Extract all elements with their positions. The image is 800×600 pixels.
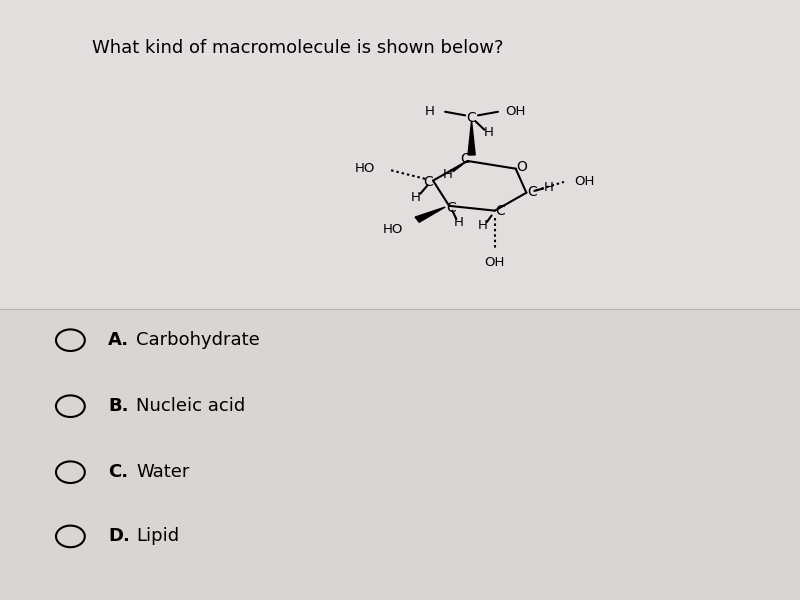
Text: H: H	[454, 216, 464, 229]
Text: C: C	[423, 175, 433, 189]
Text: OH: OH	[574, 175, 595, 188]
Text: What kind of macromolecule is shown below?: What kind of macromolecule is shown belo…	[92, 39, 503, 57]
Text: HO: HO	[355, 162, 375, 175]
Text: OH: OH	[485, 256, 505, 269]
Text: C: C	[466, 111, 477, 125]
Text: A.: A.	[108, 331, 129, 349]
Text: OH: OH	[506, 105, 526, 118]
Text: D.: D.	[108, 527, 130, 545]
Text: Lipid: Lipid	[136, 527, 179, 545]
Text: C: C	[446, 200, 456, 215]
Text: C: C	[527, 185, 537, 199]
Text: Nucleic acid: Nucleic acid	[136, 397, 246, 415]
Text: Carbohydrate: Carbohydrate	[136, 331, 260, 349]
Text: Water: Water	[136, 463, 190, 481]
Text: H: H	[478, 219, 488, 232]
Text: HO: HO	[383, 223, 403, 236]
Text: O: O	[516, 160, 526, 174]
Text: H: H	[544, 181, 554, 194]
Text: C: C	[494, 204, 505, 218]
Text: H: H	[410, 191, 420, 204]
Text: C: C	[460, 152, 470, 166]
Text: B.: B.	[108, 397, 129, 415]
Text: H: H	[484, 126, 494, 139]
Text: H: H	[442, 167, 453, 181]
Text: C.: C.	[108, 463, 128, 481]
Text: H: H	[425, 105, 435, 118]
Polygon shape	[415, 207, 445, 222]
Bar	[0, 0, 800, 309]
Polygon shape	[468, 121, 475, 155]
